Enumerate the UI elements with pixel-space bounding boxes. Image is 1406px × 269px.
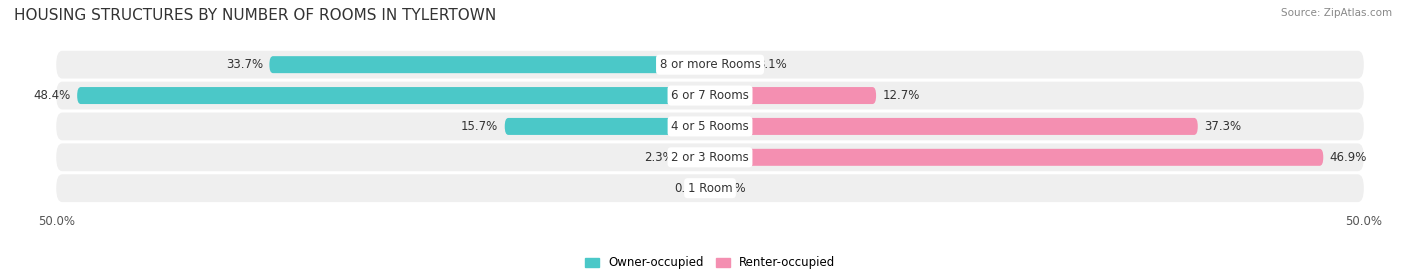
FancyBboxPatch shape <box>56 51 1364 79</box>
Text: 33.7%: 33.7% <box>226 58 263 71</box>
FancyBboxPatch shape <box>56 174 1364 202</box>
Text: 48.4%: 48.4% <box>34 89 70 102</box>
Text: 12.7%: 12.7% <box>883 89 920 102</box>
Text: 1 Room: 1 Room <box>688 182 733 195</box>
Legend: Owner-occupied, Renter-occupied: Owner-occupied, Renter-occupied <box>579 252 841 269</box>
FancyBboxPatch shape <box>270 56 710 73</box>
Text: HOUSING STRUCTURES BY NUMBER OF ROOMS IN TYLERTOWN: HOUSING STRUCTURES BY NUMBER OF ROOMS IN… <box>14 8 496 23</box>
FancyBboxPatch shape <box>77 87 710 104</box>
Text: 46.9%: 46.9% <box>1330 151 1367 164</box>
Text: 2 or 3 Rooms: 2 or 3 Rooms <box>671 151 749 164</box>
FancyBboxPatch shape <box>710 118 1198 135</box>
Text: 0.0%: 0.0% <box>717 182 747 195</box>
Text: 37.3%: 37.3% <box>1205 120 1241 133</box>
FancyBboxPatch shape <box>681 149 710 166</box>
Text: 4 or 5 Rooms: 4 or 5 Rooms <box>671 120 749 133</box>
FancyBboxPatch shape <box>710 149 1323 166</box>
FancyBboxPatch shape <box>710 56 751 73</box>
FancyBboxPatch shape <box>56 82 1364 109</box>
Text: 8 or more Rooms: 8 or more Rooms <box>659 58 761 71</box>
Text: 6 or 7 Rooms: 6 or 7 Rooms <box>671 89 749 102</box>
Text: 0.0%: 0.0% <box>673 182 703 195</box>
Text: Source: ZipAtlas.com: Source: ZipAtlas.com <box>1281 8 1392 18</box>
Text: 2.3%: 2.3% <box>644 151 673 164</box>
FancyBboxPatch shape <box>710 87 876 104</box>
FancyBboxPatch shape <box>505 118 710 135</box>
Text: 3.1%: 3.1% <box>756 58 787 71</box>
FancyBboxPatch shape <box>56 143 1364 171</box>
Text: 15.7%: 15.7% <box>461 120 498 133</box>
FancyBboxPatch shape <box>56 112 1364 140</box>
